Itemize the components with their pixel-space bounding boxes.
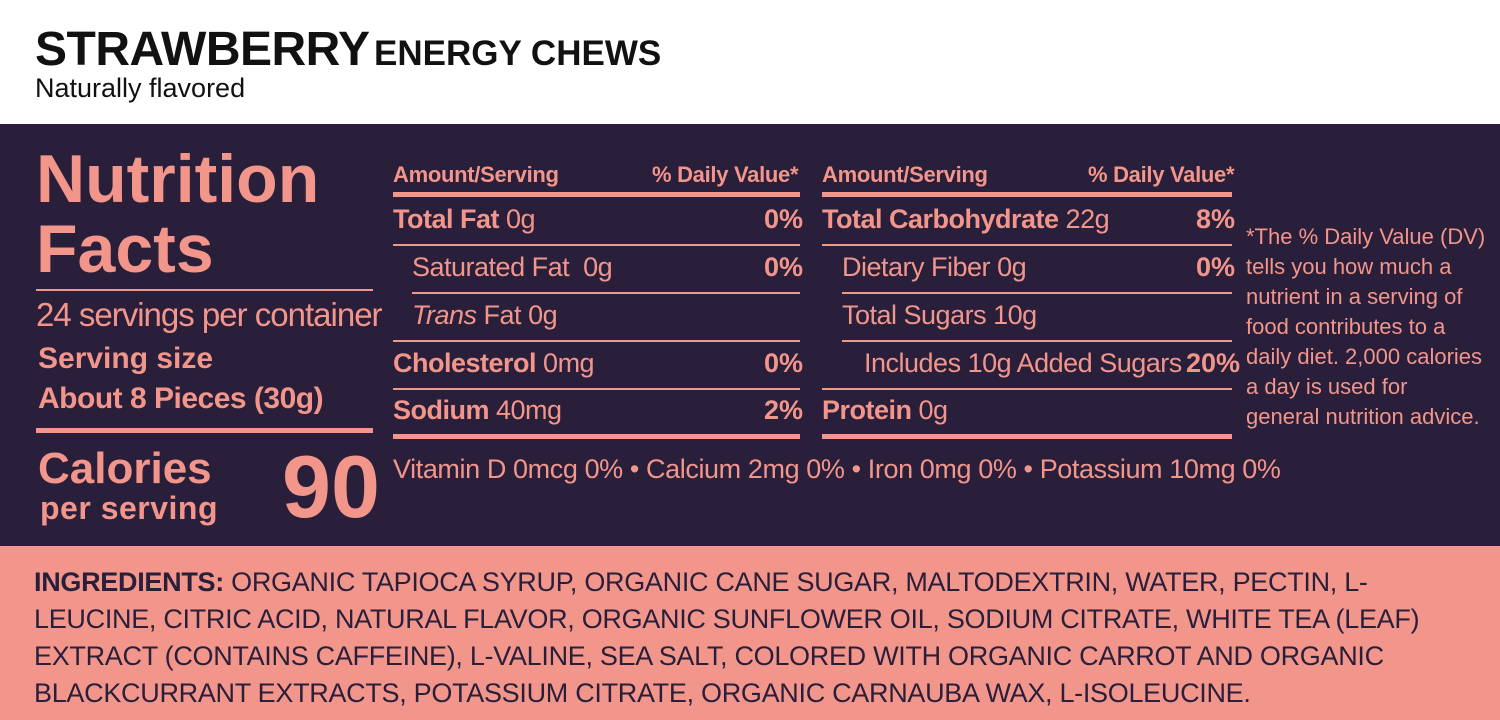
row-divider (393, 244, 800, 246)
left-table-thick-rule (393, 192, 800, 197)
nutrient-amount: 0g (583, 252, 613, 282)
nutrient-amount: 0g (528, 300, 558, 330)
ingredients-text: INGREDIENTS: ORGANIC TAPIOCA SYRUP, ORGA… (34, 564, 1474, 712)
nutrient-row-total-sugars: Total Sugars 10g (842, 300, 1037, 331)
nutrient-dv-cholesterol: 0% (764, 348, 804, 378)
nutrient-amount: 0g (506, 204, 536, 234)
nutrition-facts-panel: Nutrition Facts 24 servings per containe… (0, 124, 1500, 546)
nutrient-name: Dietary Fiber (842, 252, 991, 282)
nutrient-row-saturated-fat: Saturated Fat 0g (412, 252, 613, 283)
nutrient-name: Fat (483, 300, 522, 330)
nutrient-name: Cholesterol (393, 348, 537, 378)
row-divider (412, 292, 800, 294)
row-divider (842, 292, 1232, 294)
serving-size-value: About 8 Pieces (30g) (38, 382, 324, 415)
daily-value-footnote: *The % Daily Value (DV) tells you how mu… (1246, 224, 1486, 429)
nutrient-dv-total-fat: 0% (764, 204, 804, 234)
nutrient-amount: 10g (993, 300, 1037, 330)
nutrient-row-total-fat: Total Fat 0g (393, 204, 536, 235)
product-header: STRAWBERRY ENERGY CHEWS Naturally flavor… (0, 0, 1500, 124)
nutrient-row-protein: Protein 0g (822, 395, 948, 426)
nutrient-name: Protein (822, 395, 912, 425)
nutrient-amount: 0mg (543, 348, 595, 378)
calories-label: Calories (38, 444, 212, 493)
nutrient-row-dietary-fiber: Dietary Fiber 0g (842, 252, 1027, 283)
row-divider (822, 388, 1232, 390)
nutrient-name-italic: Trans (412, 300, 477, 330)
right-table-dv-header: % Daily Value* (1088, 162, 1235, 187)
serving-size-label: Serving size (38, 342, 214, 375)
nutrition-facts-title-line1: Nutrition (36, 141, 320, 217)
vitamins-minerals-line: Vitamin D 0mcg 0% • Calcium 2mg 0% • Iro… (393, 454, 1281, 484)
nutrient-row-cholesterol: Cholesterol 0mg (393, 348, 595, 379)
nutrient-amount: 0g (997, 252, 1027, 282)
nutrient-row-trans-fat: Trans Fat 0g (412, 300, 558, 331)
nutrient-name: Sodium (393, 395, 490, 425)
calories-value: 90 (282, 437, 380, 536)
nutrient-dv-added-sugars: 20% (1186, 348, 1241, 378)
nutrition-facts-title: Nutrition Facts (36, 144, 319, 284)
right-table-bottom-rule (822, 434, 1232, 439)
ingredients-label: INGREDIENTS: (34, 567, 224, 597)
left-table-dv-header: % Daily Value* (652, 162, 799, 187)
left-table-amount-header: Amount/Serving (393, 162, 559, 187)
servings-per-container: 24 servings per container (36, 296, 383, 333)
product-name: STRAWBERRY ENERGY CHEWS (35, 22, 661, 77)
nutrient-amount: 22g (1065, 204, 1110, 234)
right-table-thick-rule (822, 192, 1232, 197)
left-table-bottom-rule (393, 434, 800, 439)
thick-divider (36, 428, 373, 433)
divider (36, 289, 373, 291)
calories-per-serving-label: per serving (40, 490, 219, 526)
nutrient-dv-saturated-fat: 0% (764, 252, 804, 282)
ingredients-list: ORGANIC TAPIOCA SYRUP, ORGANIC CANE SUGA… (34, 567, 1420, 708)
nutrient-dv-sodium: 2% (764, 395, 804, 425)
product-flavor-name: STRAWBERRY (35, 23, 370, 76)
product-type-name: ENERGY CHEWS (374, 34, 662, 73)
nutrient-name: Saturated Fat (412, 252, 570, 282)
nutrient-amount: 40mg (496, 395, 562, 425)
nutrient-name: Total Fat (393, 204, 500, 234)
nutrient-dv-dietary-fiber: 0% (1196, 252, 1236, 282)
right-table-amount-header: Amount/Serving (822, 162, 988, 187)
nutrient-amount: 0g (918, 395, 949, 425)
nutrition-facts-title-line2: Facts (36, 211, 214, 287)
row-divider (393, 388, 800, 390)
nutrient-name: Total Carbohydrate (822, 204, 1059, 234)
nutrient-row-added-sugars: Includes 10g Added Sugars (864, 348, 1182, 378)
ingredients-section: INGREDIENTS: ORGANIC TAPIOCA SYRUP, ORGA… (0, 546, 1500, 720)
row-divider (393, 340, 800, 342)
row-divider (822, 244, 1232, 246)
row-divider (842, 340, 1232, 342)
nutrient-row-total-carbohydrate: Total Carbohydrate 22g (822, 204, 1110, 235)
nutrient-name: Total Sugars (842, 300, 987, 330)
nutrient-dv-total-carbohydrate: 8% (1196, 204, 1236, 234)
nutrient-row-sodium: Sodium 40mg (393, 395, 562, 426)
flavor-note: Naturally flavored (35, 73, 246, 103)
